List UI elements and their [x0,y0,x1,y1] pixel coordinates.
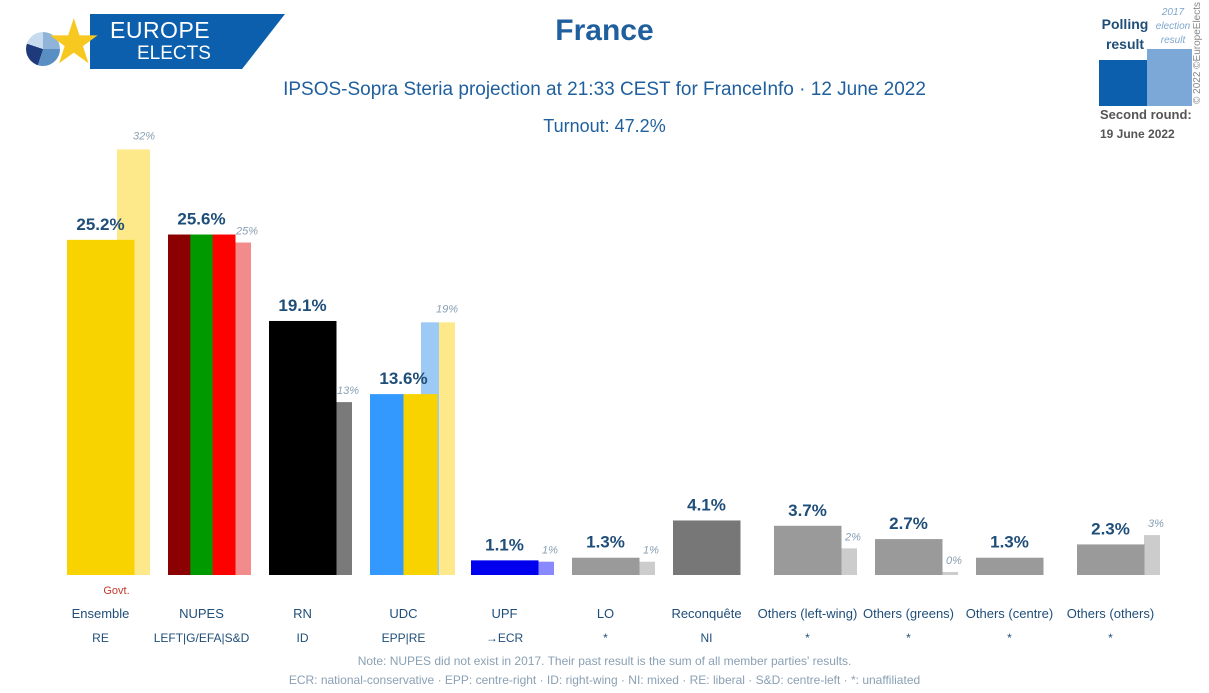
previous-value-label: 2% [844,531,861,543]
previous-value-label: 19% [436,303,458,315]
current-value-label: 1.3% [990,533,1029,552]
previous-bar-segment [439,322,455,575]
category-label: Others (others) [1067,606,1154,621]
current-value-label: 1.1% [485,535,524,554]
category-label: Others (greens) [863,606,954,621]
group-label: * [1108,631,1113,645]
category-label: Others (centre) [966,606,1053,621]
group-label: LEFT|G/EFA|S&D [154,631,250,645]
current-value-label: 25.2% [76,215,124,234]
current-bar-segment [572,557,640,575]
previous-value-label: 25% [235,226,258,238]
chart-title: France [555,14,654,47]
group-label: * [1007,631,1012,645]
category-label: NUPES [179,606,224,621]
current-bar-segment [875,539,943,575]
previous-value-label: 13% [337,385,359,397]
group-label: * [906,631,911,645]
category-label: Others (left-wing) [758,606,858,621]
group-label: ID [297,631,309,645]
previous-value-label: 1% [643,545,659,557]
previous-bar [841,548,857,575]
note-groups: ECR: national-conservative · EPP: centre… [288,673,921,687]
second-round-label: Second round: [1100,107,1192,122]
legend: Polling result 2017 election result Seco… [1095,6,1205,146]
govt-annotation: Govt. [103,585,129,597]
category-label: LO [597,606,614,621]
current-value-label: 4.1% [687,495,726,514]
current-bar-segment [269,320,337,575]
legend-previous-label: 2017 election result [1155,7,1191,46]
previous-bar [538,561,554,575]
current-value-label: 2.3% [1091,519,1130,538]
legend-previous-swatch [1147,49,1192,106]
legend-polling-label: Polling result [1101,16,1149,52]
previous-value-label: 3% [1148,518,1164,530]
star-icon: ★ [46,8,102,77]
legend-polling-swatch [1099,60,1147,106]
category-label: UPF [492,606,518,621]
group-label: * [805,631,810,645]
previous-bar [639,561,655,575]
current-value-label: 2.7% [889,514,928,533]
turnout-label: Turnout: 47.2% [543,116,666,136]
current-bar-segment [190,234,214,575]
current-bar-segment [471,560,539,575]
category-label: RN [293,606,312,621]
current-bar-segment [370,394,404,575]
group-label: EPP|RE [382,631,426,645]
current-value-label: 13.6% [379,369,427,388]
current-value-label: 3.7% [788,501,827,520]
current-value-label: 1.3% [586,533,625,552]
current-bar-segment [976,557,1044,575]
current-bar-segment [774,525,842,575]
group-label: * [603,631,608,645]
previous-value-label: 32% [133,130,155,142]
note-nupes: Note: NUPES did not exist in 2017. Their… [357,654,852,668]
category-label: Ensemble [72,606,130,621]
logo-text-europe: EUROPE [110,17,211,43]
group-label: NI [701,631,713,645]
europe-elects-logo: ★ EUROPE ELECTS [20,12,285,74]
previous-bar [235,242,251,575]
current-bar-segment [1077,544,1145,575]
pie-chart-icon [26,32,60,66]
group-label: RE [92,631,109,645]
logo-text-elects: ELECTS [137,43,211,64]
current-bar-segment [673,520,741,575]
current-value-label: 25.6% [177,210,225,229]
current-value-label: 19.1% [278,296,326,315]
previous-bar [336,402,352,575]
current-bar-segment [67,239,135,575]
category-label: Reconquête [671,606,741,621]
chart-subtitle: IPSOS-Sopra Steria projection at 21:33 C… [283,79,926,100]
second-round-date: 19 June 2022 [1100,127,1175,141]
group-label: →ECR [486,631,524,645]
previous-value-label: 1% [542,545,558,557]
current-bar-segment [403,394,438,575]
current-bar-segment [212,234,236,575]
previous-bar [942,572,958,575]
current-bar-segment [168,234,191,575]
category-label: UDC [389,606,417,621]
previous-value-label: 0% [946,555,962,567]
previous-bar [1144,535,1160,575]
